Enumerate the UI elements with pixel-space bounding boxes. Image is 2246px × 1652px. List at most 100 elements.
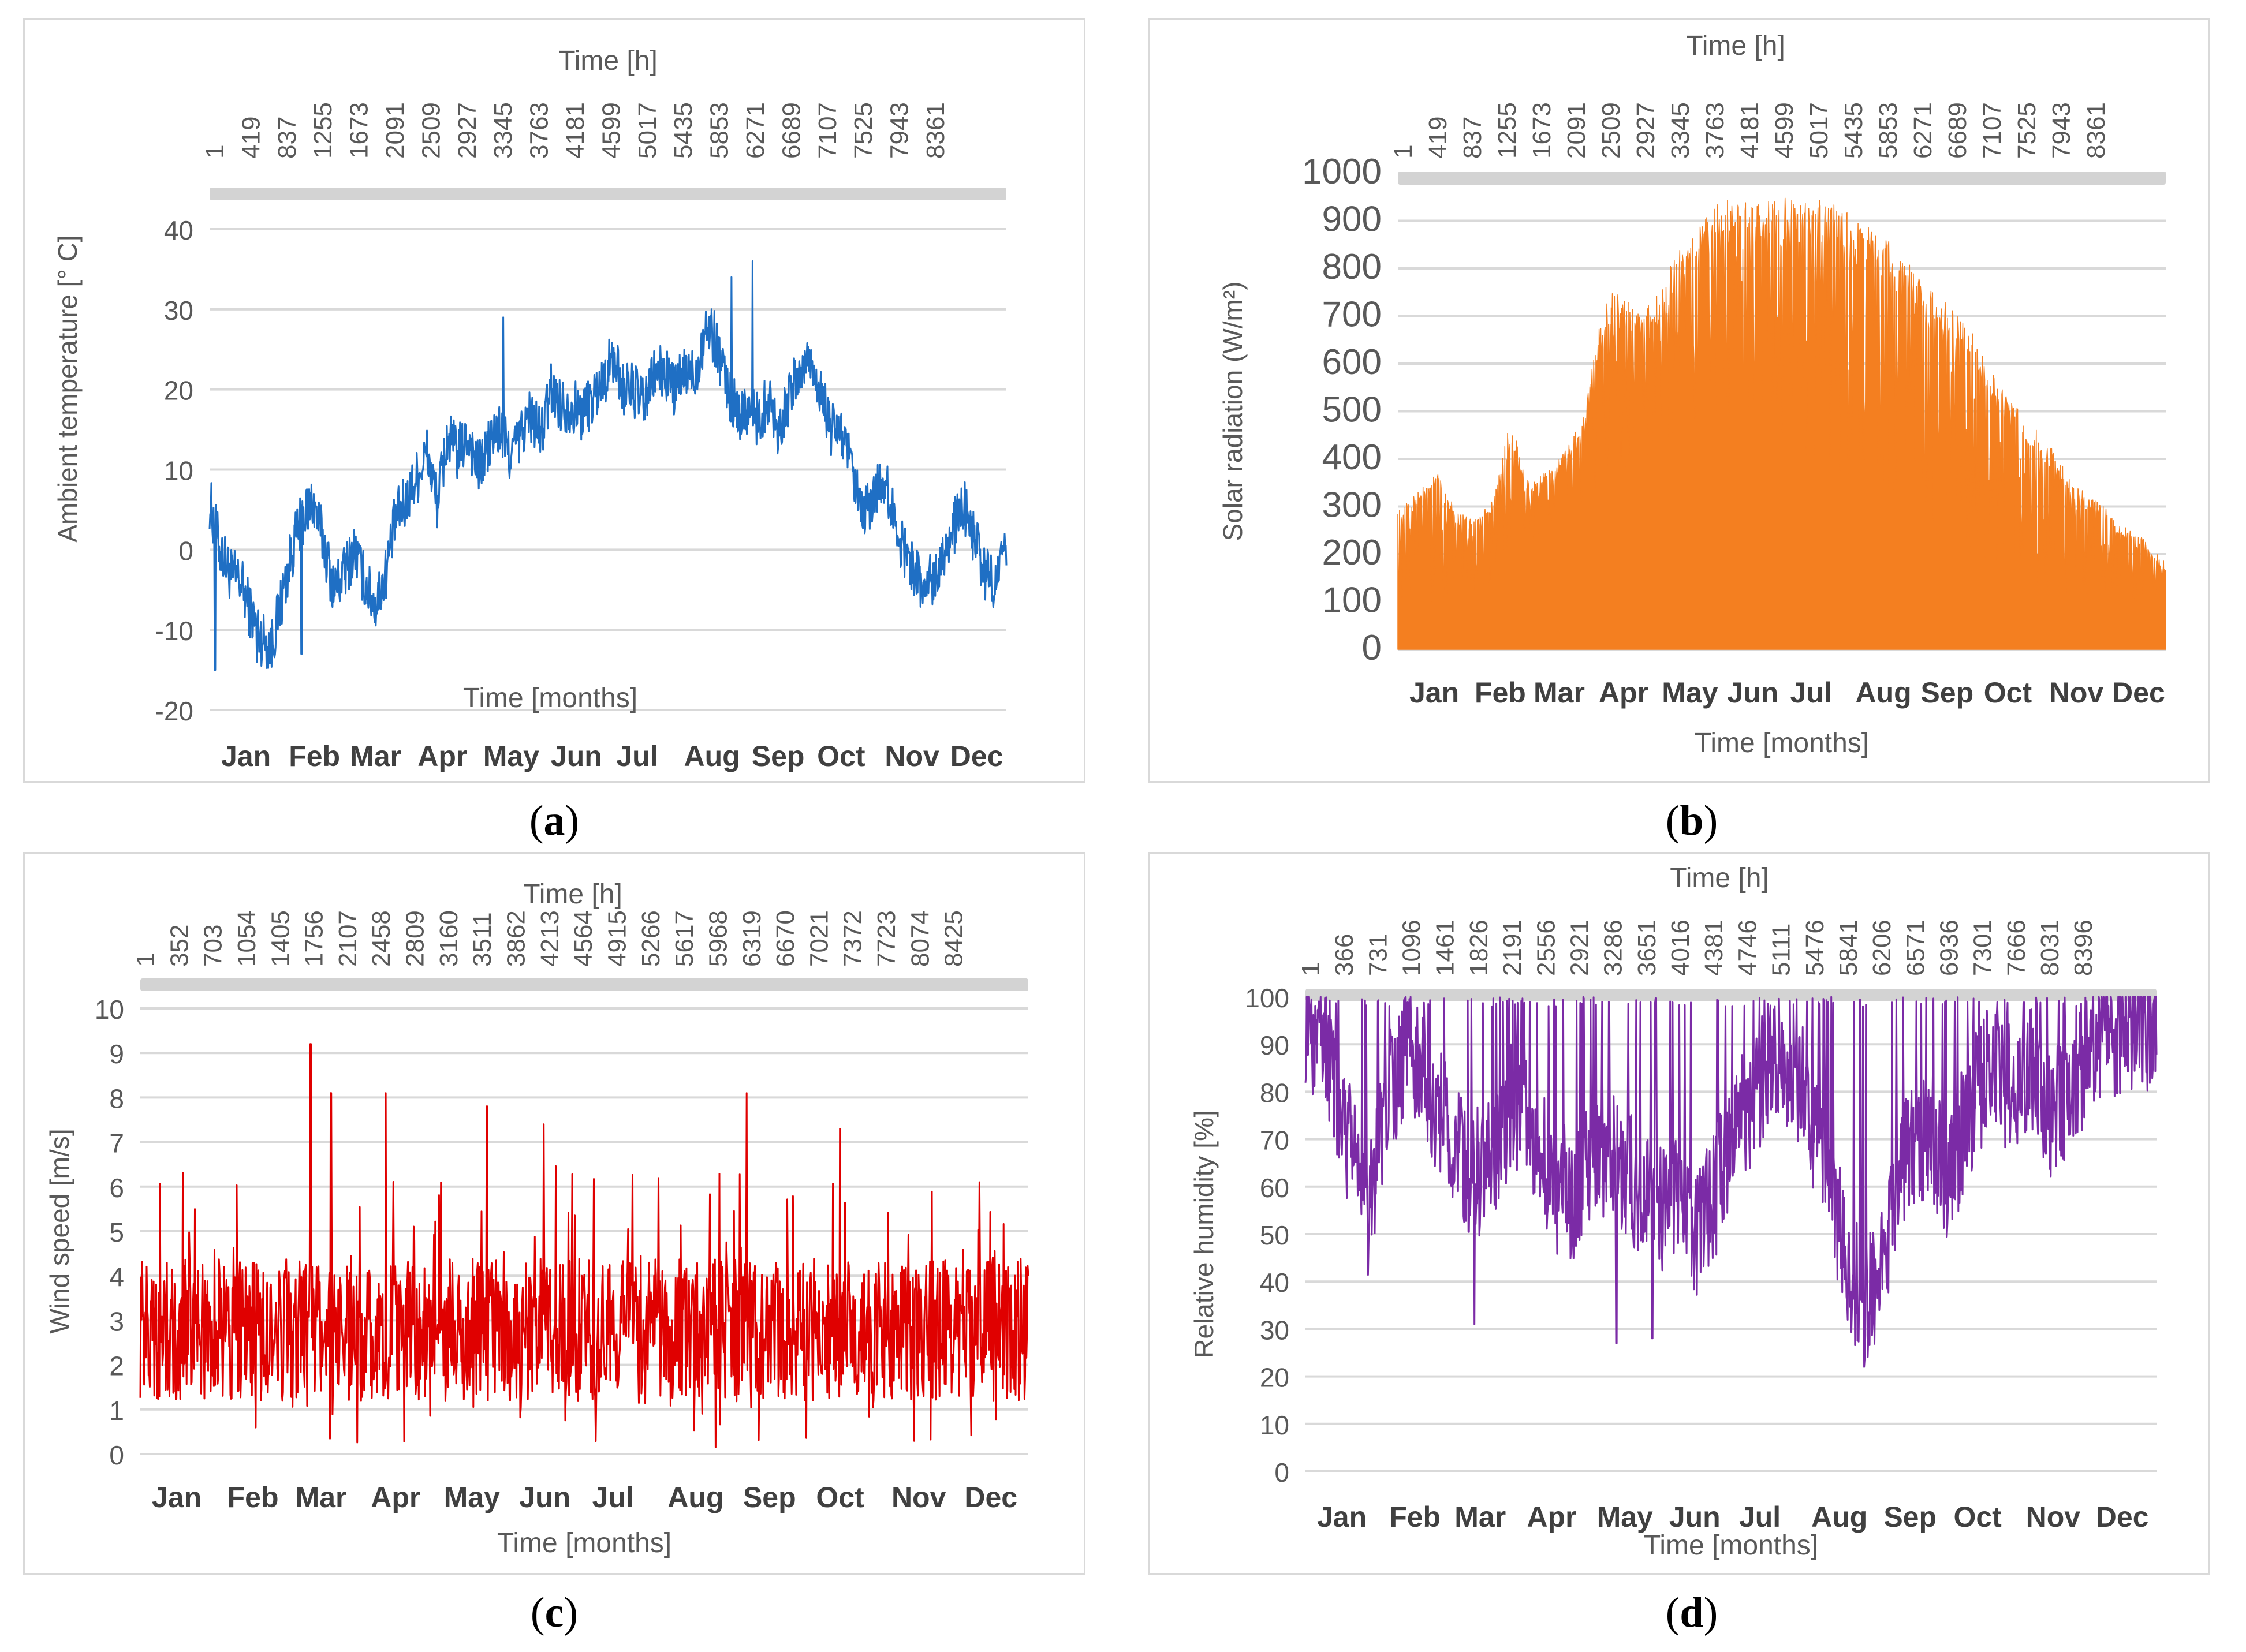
y-tick-label: 100 <box>1245 983 1289 1013</box>
y-tick-label: 30 <box>1260 1315 1289 1345</box>
top-axis-band <box>140 978 1028 991</box>
top-axis-tick-label: 4746 <box>1733 920 1762 976</box>
top-axis-tick-label: 2927 <box>453 102 482 159</box>
panel-label-b: (b) <box>1665 797 1718 844</box>
chart-panel-c: 0 1 2 3 4 5 6 7 8 9 10 1 352 703 1054 1405 1756 2107 2458 2… <box>23 852 1085 1575</box>
top-axis-tick-label: 2809 <box>401 910 430 967</box>
top-axis-tick-label: 6670 <box>771 910 800 967</box>
month-label: Oct <box>1953 1501 2002 1533</box>
month-label: Oct <box>1984 677 2032 709</box>
month-label: Mar <box>296 1481 347 1513</box>
top-axis-tick-label: 5841 <box>1834 920 1863 976</box>
top-axis-tick-label: 8361 <box>2082 102 2110 159</box>
y-tick-label: 0 <box>109 1440 124 1470</box>
month-label: Sep <box>752 740 805 772</box>
series-line <box>1304 996 2158 1368</box>
top-axis-tick-label: 1054 <box>233 910 261 967</box>
top-axis-tick-label: 366 <box>1330 934 1359 976</box>
top-axis-tick-label: 1673 <box>345 102 374 159</box>
top-axis-tick-label: 837 <box>1458 117 1487 159</box>
y-axis-label: Wind speed [m/s] <box>44 1128 74 1333</box>
x-axis-label: Time [months] <box>497 1528 671 1558</box>
y-tick-label: 800 <box>1322 247 1382 287</box>
top-axis-tick-label: 1 <box>1389 145 1417 159</box>
top-axis-tick-label: 4181 <box>1736 102 1764 159</box>
month-label: Nov <box>891 1481 946 1513</box>
top-axis-tick-label: 3345 <box>1666 102 1695 159</box>
y-tick-label: 100 <box>1322 581 1382 621</box>
top-axis-band <box>210 188 1006 200</box>
y-tick-label: 40 <box>1260 1268 1289 1298</box>
month-label: Dec <box>2096 1501 2149 1533</box>
month-label: Jan <box>221 740 271 772</box>
top-axis-tick-label: 5617 <box>670 910 699 967</box>
month-label: Jan <box>152 1481 202 1513</box>
top-axis-tick-label: 5853 <box>706 102 734 159</box>
top-axis-tick-label: 731 <box>1364 934 1392 976</box>
y-tick-label: 400 <box>1322 438 1382 477</box>
panel-label-c: (c) <box>530 1589 579 1636</box>
month-label: Apr <box>371 1481 420 1513</box>
top-axis-title: Time [h] <box>523 879 622 910</box>
top-axis-tick-label: 6271 <box>1909 102 1937 159</box>
top-axis-tick-label: 2921 <box>1565 920 1594 976</box>
y-tick-label: 0 <box>178 536 193 566</box>
top-axis-tick-label: 5435 <box>669 102 697 159</box>
month-label: Nov <box>2049 677 2104 709</box>
month-label: Mar <box>1454 1501 1506 1533</box>
top-axis-tick-label: 4016 <box>1666 920 1695 976</box>
panel-label-a: (a) <box>529 797 580 844</box>
month-label: Aug <box>1811 1501 1867 1533</box>
top-axis-tick-label: 7107 <box>814 102 842 159</box>
top-axis-tick-label: 6689 <box>1943 102 1972 159</box>
top-axis-tick-label: 1 <box>132 953 160 967</box>
month-label: Sep <box>1883 1501 1937 1533</box>
top-axis-tick-label: 6571 <box>1901 920 1930 976</box>
top-axis-tick-label: 4181 <box>561 102 590 159</box>
month-label: Dec <box>950 740 1003 772</box>
month-label: Dec <box>2112 677 2165 709</box>
wind-speed-chart: 0 1 2 3 4 5 6 7 8 9 10 1 352 703 1054 1405 1756 2107 2458 2… <box>44 879 1029 1558</box>
top-axis-tick-label: 4564 <box>569 910 598 967</box>
month-label: Jun <box>551 740 602 772</box>
y-tick-label: 30 <box>164 296 193 326</box>
top-axis-tick-label: 1405 <box>266 910 294 967</box>
top-axis-tick-label: 7943 <box>886 102 914 159</box>
temperature-chart: -20 -10 0 10 20 30 40 1 419 837 1255 1673 2091 2509 29… <box>53 46 1008 772</box>
top-axis-tick-label: 3286 <box>1599 920 1628 976</box>
top-axis-tick-label: 4213 <box>536 910 564 967</box>
month-label: Nov <box>885 740 939 772</box>
top-axis-tick-label: 5476 <box>1801 920 1829 976</box>
top-axis-tick-label: 2091 <box>1562 102 1591 159</box>
y-tick-label: 50 <box>1260 1220 1289 1250</box>
x-axis-label: Time [months] <box>463 683 637 713</box>
y-tick-label: -20 <box>155 696 193 726</box>
month-label: Sep <box>1920 677 1973 709</box>
y-tick-label: 500 <box>1322 390 1382 430</box>
y-tick-label: 8 <box>109 1083 124 1113</box>
month-label: Nov <box>2026 1501 2081 1533</box>
month-label: Apr <box>1527 1501 1576 1533</box>
top-axis-tick-label: 5435 <box>1840 102 1868 159</box>
y-axis-label: Relative humidity [%] <box>1189 1110 1219 1358</box>
top-axis-tick-label: 837 <box>273 117 301 159</box>
top-axis-tick-label: 3345 <box>489 102 517 159</box>
top-axis-band <box>1305 989 2157 1001</box>
month-label: Jul <box>1739 1501 1781 1533</box>
month-label: Feb <box>289 740 340 772</box>
y-tick-label: 0 <box>1362 628 1382 668</box>
y-tick-label: 0 <box>1274 1457 1289 1487</box>
top-axis-tick-label: 2191 <box>1498 920 1527 976</box>
top-axis-tick-label: 4599 <box>1770 102 1799 159</box>
y-tick-label: 10 <box>95 995 124 1025</box>
y-tick-label: 10 <box>164 456 193 486</box>
month-label: Aug <box>667 1481 723 1513</box>
month-label: Aug <box>1855 677 1911 709</box>
y-tick-label: 200 <box>1322 533 1382 573</box>
y-tick-label: 2 <box>109 1351 124 1381</box>
top-axis-tick-label: 3511 <box>468 912 497 967</box>
y-tick-label: 300 <box>1322 485 1382 525</box>
top-axis-tick-label: 6319 <box>738 910 766 967</box>
y-tick-label: 1000 <box>1302 152 1382 192</box>
month-label: Feb <box>227 1481 279 1513</box>
